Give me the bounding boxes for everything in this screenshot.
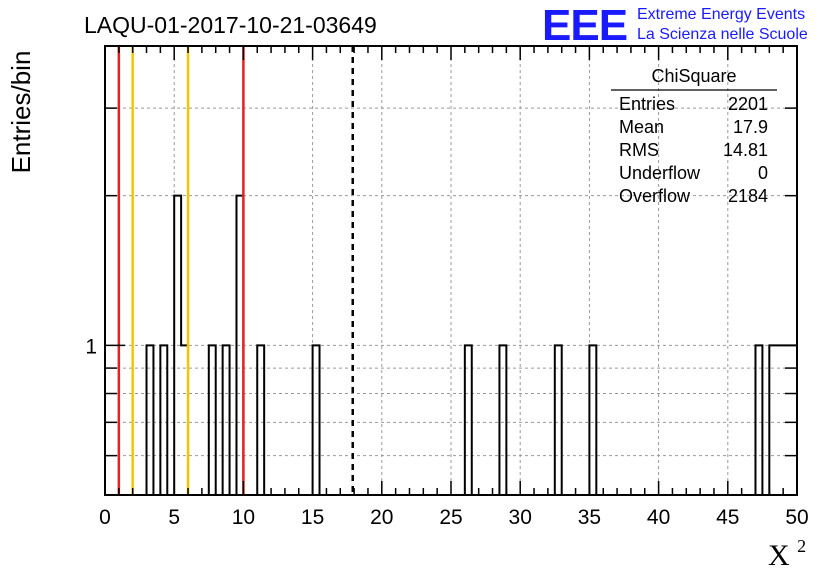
x-tick-label: 10: [232, 506, 255, 529]
x-tick-label: 5: [168, 506, 180, 529]
stats-row-label: RMS: [619, 140, 659, 160]
logo-line-2: La Scienza nelle Scuole: [637, 26, 808, 43]
x-tick-label: 25: [439, 506, 462, 529]
stats-row-value: 2201: [728, 94, 768, 114]
stats-row-label: Entries: [619, 94, 675, 114]
y-tick-labels: 1: [85, 335, 97, 358]
svg-text:X 2: X 2: [768, 536, 806, 572]
stats-row-value: 17.9: [733, 117, 768, 137]
logo-line-1: Extreme Energy Events: [637, 6, 805, 23]
chart-title: LAQU-01-2017-10-21-03649: [84, 12, 377, 38]
x-tick-labels: 0 5 10 15 20 25 30 35 40 45 50: [99, 506, 809, 529]
threshold-lines: [117, 46, 354, 495]
x-tick-label: 20: [370, 506, 393, 529]
grid-lines: [105, 46, 797, 495]
x-tick-label: 35: [578, 506, 601, 529]
x-axis-title-superscript: 2: [797, 536, 806, 556]
stats-row-value: 0: [758, 163, 768, 183]
x-tick-label: 15: [301, 506, 324, 529]
stats-row-label: Mean: [619, 117, 664, 137]
stats-box: ChiSquare Entries 2201 Mean 17.9 RMS 14.81 Und…: [611, 66, 777, 206]
x-tick-label: 50: [785, 506, 808, 529]
x-axis-title-base: X: [768, 539, 790, 572]
y-axis-title: Entries/bin: [6, 51, 36, 174]
x-axis-title: X 2: [768, 536, 806, 572]
stats-row-value: 14.81: [723, 140, 768, 160]
x-tick-label: 40: [647, 506, 670, 529]
logo-eee-text: EEE: [542, 1, 627, 50]
eee-logo: EEE Extreme Energy Events La Scienza nel…: [542, 1, 808, 50]
x-tick-label: 0: [99, 506, 111, 529]
stats-row-value: 2184: [728, 186, 768, 206]
axis-ticks: [104, 46, 798, 495]
stats-title: ChiSquare: [651, 66, 736, 86]
x-tick-label: 45: [716, 506, 739, 529]
stats-row-label: Overflow: [619, 186, 691, 206]
stats-row-label: Underflow: [619, 163, 701, 183]
x-tick-label: 30: [509, 506, 532, 529]
y-tick-label: 1: [85, 335, 97, 358]
